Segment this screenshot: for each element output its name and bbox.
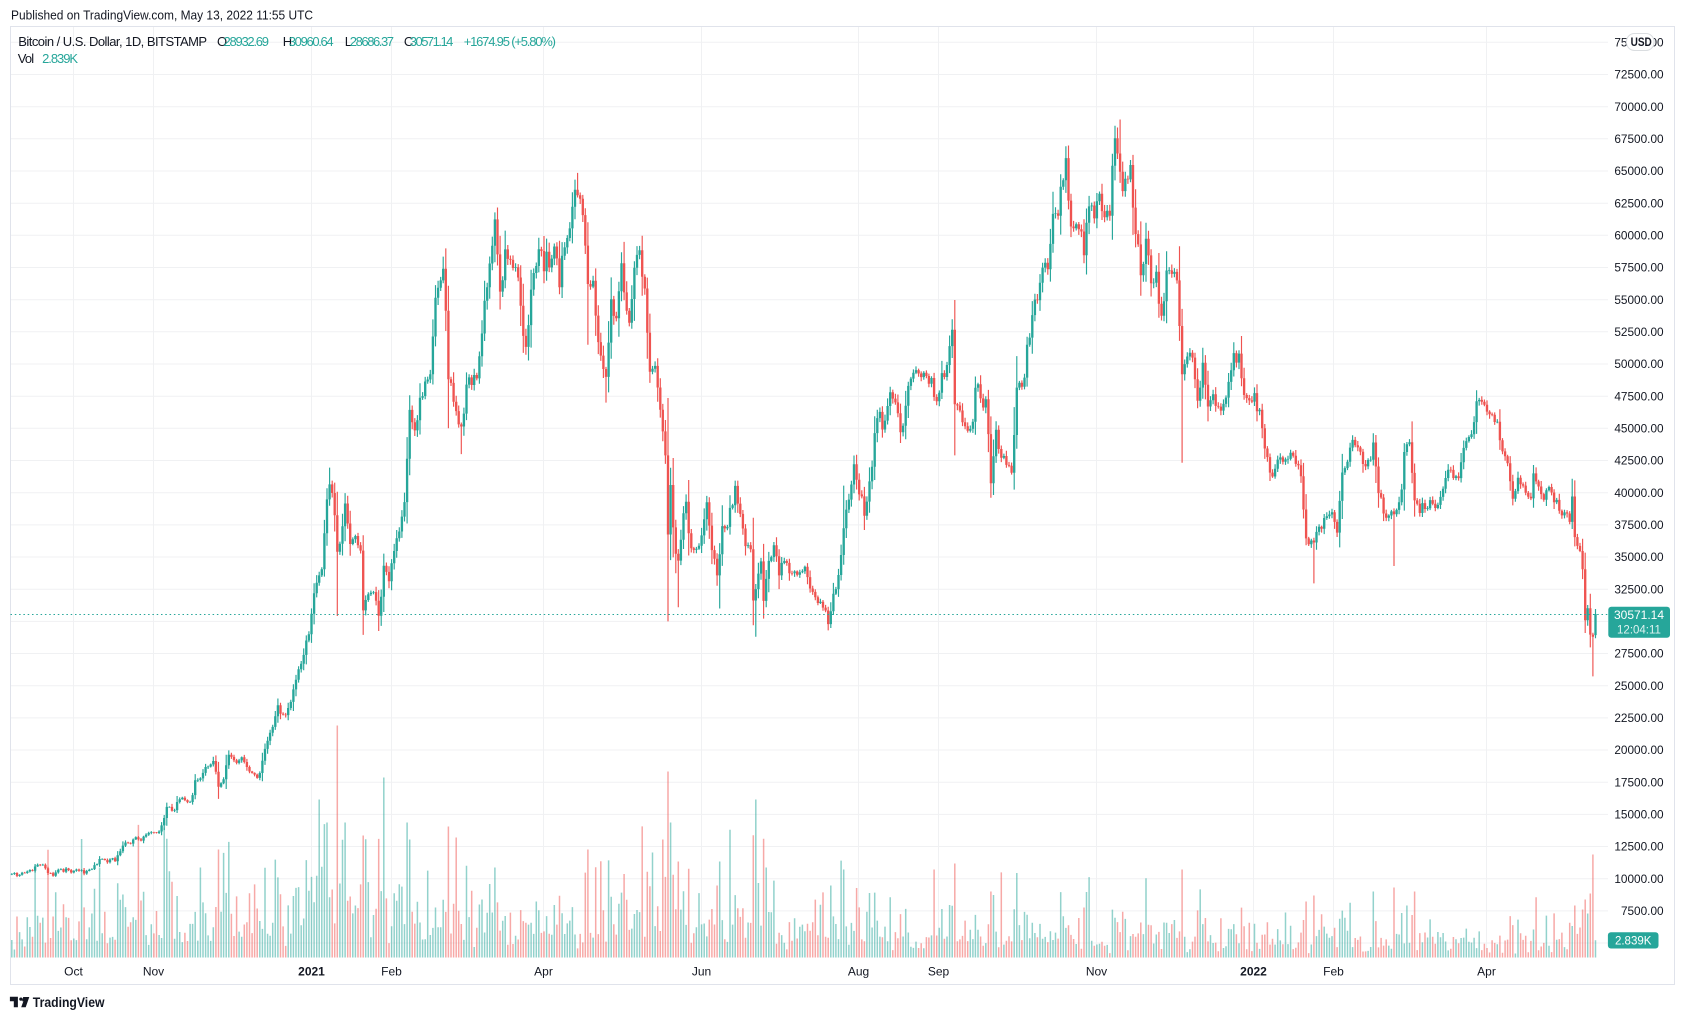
svg-text:2.839K: 2.839K <box>42 51 78 66</box>
svg-text:2.839K: 2.839K <box>1615 936 1652 948</box>
svg-text:65000.00: 65000.00 <box>1614 164 1664 178</box>
svg-text:72500.00: 72500.00 <box>1614 68 1664 82</box>
svg-text:50000.00: 50000.00 <box>1614 357 1664 371</box>
svg-text:28686.37: 28686.37 <box>350 34 394 49</box>
svg-text:47500.00: 47500.00 <box>1614 389 1664 403</box>
svg-text:40000.00: 40000.00 <box>1614 486 1664 500</box>
svg-text:Apr: Apr <box>1477 965 1496 979</box>
svg-text:52500.00: 52500.00 <box>1614 325 1664 339</box>
svg-text:62500.00: 62500.00 <box>1614 196 1664 210</box>
svg-text:20000.00: 20000.00 <box>1614 743 1664 757</box>
svg-text:42500.00: 42500.00 <box>1614 454 1664 468</box>
svg-text:O: O <box>217 34 227 49</box>
svg-text:Nov: Nov <box>1086 965 1107 979</box>
svg-text:37500.00: 37500.00 <box>1614 518 1664 532</box>
svg-text:15000.00: 15000.00 <box>1614 808 1664 822</box>
svg-text:+1674.95 (+5.80%): +1674.95 (+5.80%) <box>464 34 556 49</box>
svg-text:2021: 2021 <box>298 965 325 979</box>
svg-text:Vol: Vol <box>18 51 35 66</box>
svg-text:H: H <box>283 34 292 49</box>
svg-text:28932.69: 28932.69 <box>224 34 270 49</box>
svg-text:12500.00: 12500.00 <box>1614 840 1664 854</box>
svg-text:L: L <box>345 34 352 49</box>
svg-text:Jun: Jun <box>692 965 711 979</box>
svg-text:USD: USD <box>1631 35 1652 49</box>
svg-text:22500.00: 22500.00 <box>1614 711 1664 725</box>
svg-text:12:04:11: 12:04:11 <box>1617 625 1661 637</box>
svg-text:Feb: Feb <box>1323 965 1344 979</box>
svg-text:57500.00: 57500.00 <box>1614 261 1664 275</box>
svg-text:30571.14: 30571.14 <box>410 34 454 49</box>
svg-text:35000.00: 35000.00 <box>1614 550 1664 564</box>
svg-text:Oct: Oct <box>64 965 83 979</box>
svg-text:7500.00: 7500.00 <box>1621 904 1664 918</box>
svg-text:Apr: Apr <box>534 965 553 979</box>
svg-text:Sep: Sep <box>928 965 950 979</box>
svg-text:30571.14: 30571.14 <box>1614 608 1664 622</box>
svg-text:25000.00: 25000.00 <box>1614 679 1664 693</box>
svg-text:TradingView: TradingView <box>33 995 105 1010</box>
svg-text:Bitcoin / U.S. Dollar, 1D, BIT: Bitcoin / U.S. Dollar, 1D, BITSTAMP <box>18 34 207 49</box>
svg-text:C: C <box>404 34 413 49</box>
svg-text:67500.00: 67500.00 <box>1614 132 1664 146</box>
svg-text:Nov: Nov <box>143 965 164 979</box>
svg-text:2022: 2022 <box>1240 965 1267 979</box>
svg-text:Aug: Aug <box>848 965 869 979</box>
svg-text:Published on TradingView.com,: Published on TradingView.com, May 13, 20… <box>11 7 313 22</box>
svg-text:30960.64: 30960.64 <box>289 34 334 49</box>
svg-text:Feb: Feb <box>381 965 402 979</box>
svg-text:60000.00: 60000.00 <box>1614 229 1664 243</box>
svg-text:55000.00: 55000.00 <box>1614 293 1664 307</box>
svg-text:10000.00: 10000.00 <box>1614 872 1664 886</box>
svg-text:32500.00: 32500.00 <box>1614 582 1664 596</box>
svg-text:70000.00: 70000.00 <box>1614 100 1664 114</box>
svg-text:27500.00: 27500.00 <box>1614 647 1664 661</box>
svg-text:17500.00: 17500.00 <box>1614 775 1664 789</box>
svg-text:45000.00: 45000.00 <box>1614 422 1664 436</box>
